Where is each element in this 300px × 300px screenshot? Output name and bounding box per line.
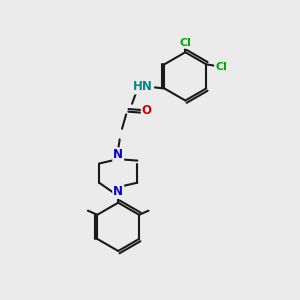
Text: Cl: Cl — [179, 38, 191, 48]
Text: Cl: Cl — [215, 62, 227, 72]
Text: N: N — [113, 148, 123, 161]
Text: HN: HN — [133, 80, 153, 94]
Text: N: N — [113, 185, 123, 198]
Text: O: O — [142, 104, 152, 117]
